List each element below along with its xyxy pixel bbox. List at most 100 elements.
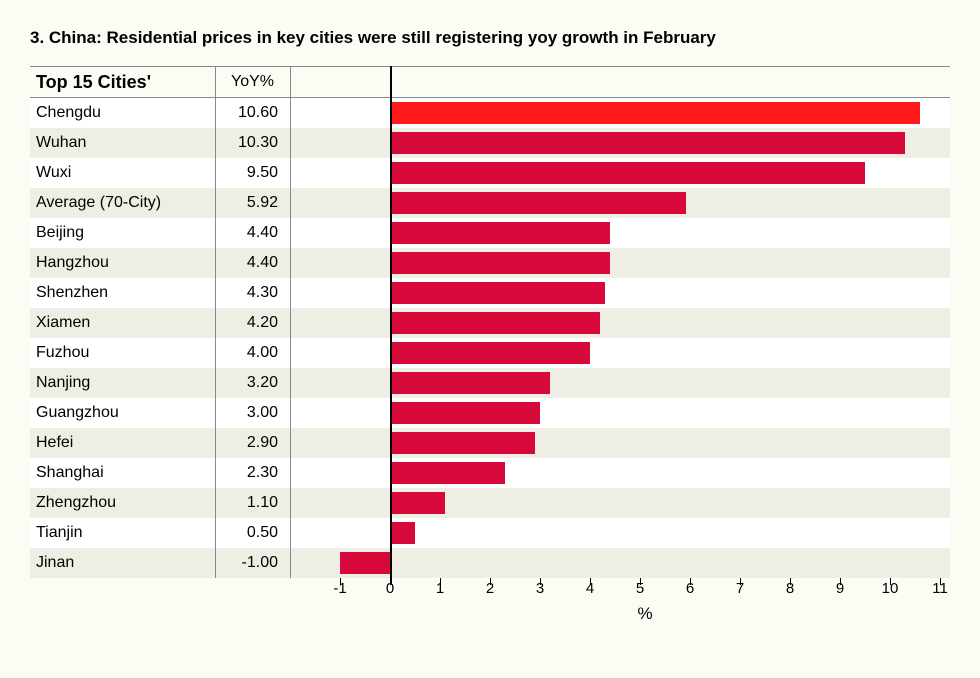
bar (390, 192, 686, 214)
city-value: 1.10 (215, 494, 290, 512)
bar (390, 402, 540, 424)
city-value: 2.30 (215, 464, 290, 482)
city-value: 2.90 (215, 434, 290, 452)
city-name: Hefei (30, 434, 215, 452)
chart-area: Top 15 Cities' YoY% Chengdu10.60Wuhan10.… (30, 66, 950, 624)
city-name: Shenzhen (30, 284, 215, 302)
city-value: 4.00 (215, 344, 290, 362)
city-name: Hangzhou (30, 254, 215, 272)
x-tick-label: 3 (536, 580, 544, 597)
table-row: Xiamen4.20 (30, 308, 950, 338)
table-header: Top 15 Cities' YoY% (30, 66, 950, 98)
x-tick-label: 8 (786, 580, 794, 597)
city-name: Fuzhou (30, 344, 215, 362)
plot-cell (340, 428, 950, 458)
city-value: 4.30 (215, 284, 290, 302)
city-name: Chengdu (30, 104, 215, 122)
bar (390, 282, 605, 304)
plot-cell (340, 518, 950, 548)
x-axis-label: % (30, 604, 950, 624)
table-row: Shenzhen4.30 (30, 278, 950, 308)
plot-cell (340, 218, 950, 248)
plot-cell (340, 548, 950, 578)
x-tick-label: 0 (386, 580, 394, 597)
bar (390, 492, 445, 514)
plot-cell (340, 368, 950, 398)
bar (390, 132, 905, 154)
bar (390, 342, 590, 364)
x-tick-label: 11 (932, 580, 948, 597)
bar (390, 102, 920, 124)
city-value: 4.40 (215, 224, 290, 242)
city-name: Guangzhou (30, 404, 215, 422)
table-row: Chengdu10.60 (30, 98, 950, 128)
table-row: Nanjing3.20 (30, 368, 950, 398)
bar (340, 552, 390, 574)
table-row: Wuxi9.50 (30, 158, 950, 188)
city-name: Wuhan (30, 134, 215, 152)
table-row: Shanghai2.30 (30, 458, 950, 488)
x-tick-label: 4 (586, 580, 594, 597)
x-tick-label: 5 (636, 580, 644, 597)
city-value: 4.40 (215, 254, 290, 272)
city-name: Beijing (30, 224, 215, 242)
plot-cell (340, 398, 950, 428)
x-tick-label: 10 (882, 580, 899, 597)
plot-cell (340, 128, 950, 158)
city-value: 10.30 (215, 134, 290, 152)
table-row: Jinan-1.00 (30, 548, 950, 578)
plot-cell (340, 488, 950, 518)
city-name: Nanjing (30, 374, 215, 392)
city-name: Shanghai (30, 464, 215, 482)
city-name: Zhengzhou (30, 494, 215, 512)
x-tick-label: 2 (486, 580, 494, 597)
bar (390, 312, 600, 334)
bar (390, 372, 550, 394)
x-tick-label: 7 (736, 580, 744, 597)
x-tick-label: -1 (333, 580, 346, 597)
x-tick-label: 6 (686, 580, 694, 597)
city-name: Tianjin (30, 524, 215, 542)
city-value: 10.60 (215, 104, 290, 122)
x-tick-label: 1 (436, 580, 444, 597)
page: 3. China: Residential prices in key citi… (0, 0, 980, 678)
city-name: Average (70-City) (30, 194, 215, 212)
rows-container: Chengdu10.60Wuhan10.30Wuxi9.50Average (7… (30, 98, 950, 578)
city-name: Jinan (30, 554, 215, 572)
x-axis: -1 0 1 2 3 4 5 6 7 8 9 10 11 (30, 578, 950, 600)
table-row: Hefei2.90 (30, 428, 950, 458)
table-row: Tianjin0.50 (30, 518, 950, 548)
city-name: Wuxi (30, 164, 215, 182)
city-value: -1.00 (215, 554, 290, 572)
x-tick-label: 9 (836, 580, 844, 597)
plot-cell (340, 458, 950, 488)
bar (390, 252, 610, 274)
bar (390, 522, 415, 544)
plot-cell (340, 338, 950, 368)
table-row: Fuzhou4.00 (30, 338, 950, 368)
bar (390, 462, 505, 484)
plot-cell (340, 248, 950, 278)
x-axis-ticks: -101234567891011 (340, 578, 950, 600)
city-name: Xiamen (30, 314, 215, 332)
city-value: 0.50 (215, 524, 290, 542)
table-row: Zhengzhou1.10 (30, 488, 950, 518)
table-row: Beijing4.40 (30, 218, 950, 248)
table-row: Wuhan10.30 (30, 128, 950, 158)
plot-cell (340, 308, 950, 338)
plot-cell (340, 98, 950, 128)
city-value: 5.92 (215, 194, 290, 212)
chart-title: 3. China: Residential prices in key citi… (30, 28, 950, 48)
table-row: Average (70-City)5.92 (30, 188, 950, 218)
header-value-col: YoY% (215, 73, 290, 91)
table-row: Guangzhou3.00 (30, 398, 950, 428)
bar (390, 222, 610, 244)
plot-cell (340, 158, 950, 188)
plot-cell (340, 278, 950, 308)
table-row: Hangzhou4.40 (30, 248, 950, 278)
city-value: 4.20 (215, 314, 290, 332)
city-value: 3.20 (215, 374, 290, 392)
plot-cell (340, 188, 950, 218)
city-value: 9.50 (215, 164, 290, 182)
city-value: 3.00 (215, 404, 290, 422)
